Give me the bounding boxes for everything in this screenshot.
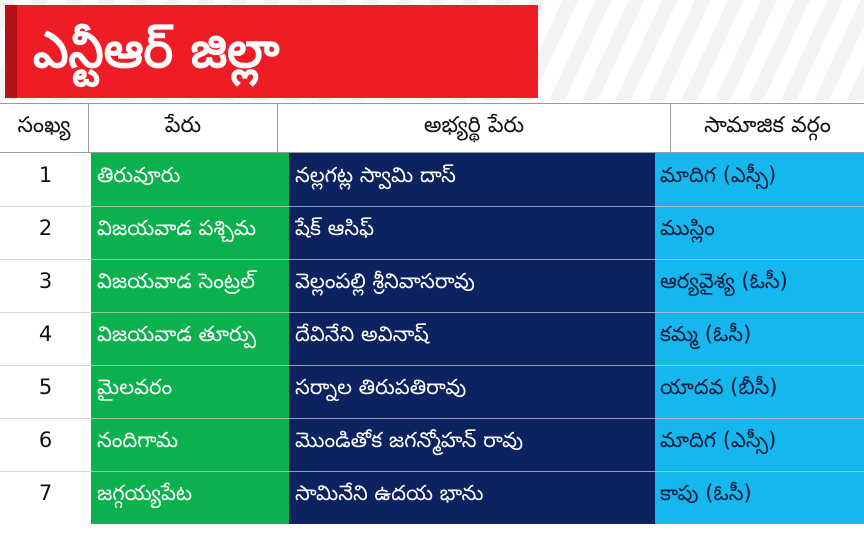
row-constituency: విజయవాడ తూర్పు: [97, 322, 257, 346]
header-name: పేరు: [164, 113, 202, 138]
row-serial: 3: [38, 269, 53, 293]
candidate-column: [289, 153, 655, 524]
serial-column: [0, 153, 91, 524]
row-serial: 1: [38, 163, 53, 187]
header-divider: [277, 104, 278, 152]
row-community: ఆర్యవైశ్య (ఓసీ): [660, 269, 788, 293]
row-divider: [0, 418, 864, 419]
header-serial: సంఖ్య: [17, 113, 71, 138]
row-constituency: నందిగామ: [97, 428, 179, 452]
row-constituency: జగ్గయ్యపేట: [97, 481, 193, 505]
table-row: 4 విజయవాడ తూర్పు దేవినేని అవినాష్ కమ్మ (…: [0, 312, 864, 365]
row-candidate: సర్నాల తిరుపతిరావు: [295, 375, 467, 399]
row-serial: 4: [38, 322, 53, 346]
row-community: మాదిగ (ఎస్సీ): [660, 163, 777, 187]
row-serial: 5: [38, 375, 53, 399]
row-community: యాదవ (బీసీ): [660, 375, 778, 399]
row-divider: [0, 206, 864, 207]
row-constituency: విజయవాడ పశ్చిమ: [97, 216, 257, 240]
community-column: [655, 153, 864, 524]
table-row: 1 తిరువూరు నల్లగట్ల స్వామి దాస్ మాదిగ (ఎ…: [0, 153, 864, 206]
page-title: ఎన్టీఆర్ జిల్లా: [33, 21, 280, 79]
row-community: కమ్మ (ఓసీ): [660, 322, 752, 346]
bottom-margin: [0, 524, 864, 540]
header-candidate: అభ్యర్థి పేరు: [423, 113, 525, 138]
row-divider: [0, 259, 864, 260]
row-serial: 2: [38, 216, 53, 240]
row-community: ముస్లిం: [660, 216, 715, 240]
row-candidate: నల్లగట్ల స్వామి దాస్: [295, 163, 456, 187]
header-community: సామాజిక వర్గం: [704, 113, 831, 138]
header-divider: [88, 104, 89, 152]
row-constituency: విజయవాడ సెంట్రల్: [97, 269, 256, 293]
row-candidate: వెల్లంపల్లి శ్రీనివాసరావు: [295, 269, 475, 293]
row-constituency: మైలవరం: [97, 375, 173, 399]
row-serial: 6: [38, 428, 53, 452]
row-divider: [0, 471, 864, 472]
title-banner: ఎన్టీఆర్ జిల్లా: [5, 5, 538, 98]
constituency-column: [91, 153, 289, 524]
row-candidate: షేక్ ఆసిఫ్: [295, 216, 375, 240]
header-divider: [670, 104, 671, 152]
table-row: 2 విజయవాడ పశ్చిమ షేక్ ఆసిఫ్ ముస్లిం: [0, 206, 864, 259]
row-candidate: దేవినేని అవినాష్: [295, 322, 429, 346]
row-community: మాదిగ (ఎస్సీ): [660, 428, 777, 452]
row-constituency: తిరువూరు: [97, 163, 181, 187]
table-row: 3 విజయవాడ సెంట్రల్ వెల్లంపల్లి శ్రీనివాస…: [0, 259, 864, 312]
row-divider: [0, 365, 864, 366]
title-accent-bar: [5, 5, 17, 98]
table-row: 5 మైలవరం సర్నాల తిరుపతిరావు యాదవ (బీసీ): [0, 365, 864, 418]
row-serial: 7: [38, 481, 53, 505]
row-divider: [0, 312, 864, 313]
candidates-table: 1 తిరువూరు నల్లగట్ల స్వామి దాస్ మాదిగ (ఎ…: [0, 153, 864, 524]
row-community: కాపు (ఓసీ): [660, 481, 752, 505]
row-candidate: మొండితోక జగన్మోహన్ రావు: [295, 428, 524, 452]
row-candidate: సామినేని ఉదయ భాను: [295, 481, 484, 505]
table-row: 7 జగ్గయ్యపేట సామినేని ఉదయ భాను కాపు (ఓసీ…: [0, 471, 864, 524]
table-header: సంఖ్య పేరు అభ్యర్థి పేరు సామాజిక వర్గం: [0, 103, 864, 153]
table-row: 6 నందిగామ మొండితోక జగన్మోహన్ రావు మాదిగ …: [0, 418, 864, 471]
